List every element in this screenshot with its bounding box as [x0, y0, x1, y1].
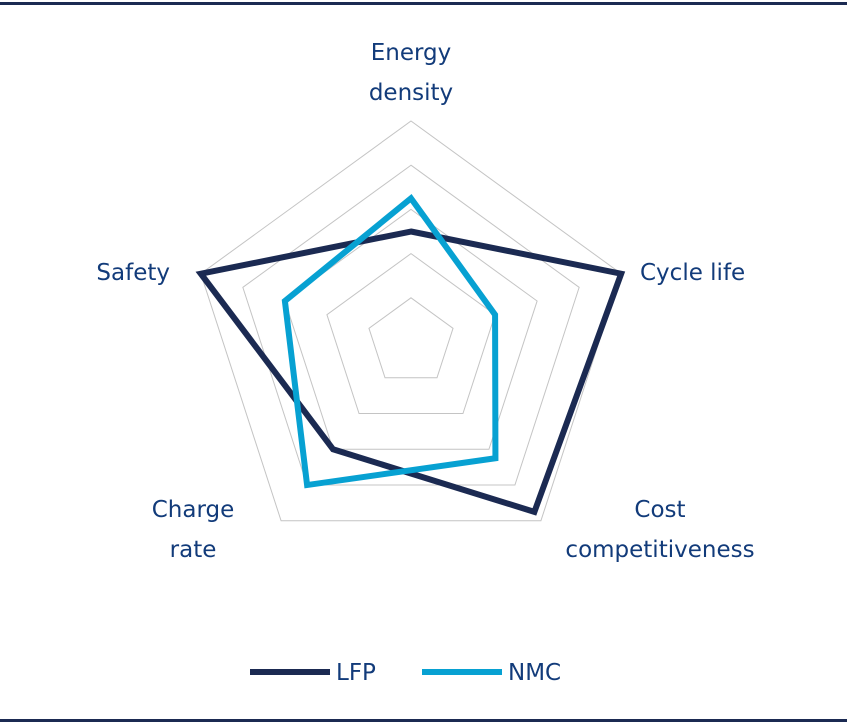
- legend-label: LFP: [336, 660, 376, 686]
- grid-ring: [368, 297, 454, 379]
- series-nmc: [281, 194, 499, 489]
- axis-label: Energy density: [369, 40, 453, 106]
- legend-label: NMC: [508, 660, 561, 686]
- axis-label: Cost competitiveness: [565, 497, 754, 563]
- axis-label: Safety: [96, 260, 170, 286]
- grid-ring: [200, 120, 622, 522]
- series-lfp: [195, 228, 626, 516]
- top-rule: [0, 2, 847, 5]
- grid-ring: [242, 164, 580, 486]
- axis-label: Cycle life: [640, 260, 745, 286]
- axis-label: Charge rate: [152, 497, 235, 563]
- bottom-rule: [0, 719, 847, 722]
- grid-ring: [326, 252, 496, 415]
